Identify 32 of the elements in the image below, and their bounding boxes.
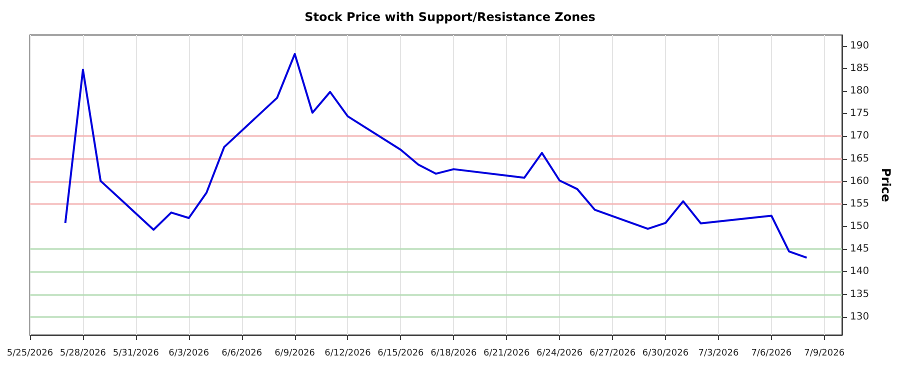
y-tick-label: 180 bbox=[850, 86, 870, 97]
chart-title: Stock Price with Support/Resistance Zones bbox=[304, 10, 596, 24]
x-tick-label: 5/25/2026 bbox=[6, 348, 54, 358]
y-tick-label: 175 bbox=[850, 108, 870, 120]
y-tick-label: 190 bbox=[850, 40, 870, 52]
x-tick-label: 6/21/2026 bbox=[484, 348, 530, 358]
y-axis-title: Price bbox=[879, 168, 893, 202]
y-tick-label: 145 bbox=[850, 244, 870, 255]
x-tick-label: 7/6/2026 bbox=[751, 348, 792, 358]
x-tick-label: 6/24/2026 bbox=[536, 348, 583, 358]
y-tick-label: 155 bbox=[850, 198, 870, 210]
y-tick-label: 170 bbox=[850, 130, 870, 142]
x-tick-label: 7/3/2026 bbox=[698, 348, 739, 358]
x-tick-label: 6/3/2026 bbox=[168, 348, 210, 358]
y-tick-label: 140 bbox=[850, 266, 870, 278]
y-tick-label: 130 bbox=[850, 311, 870, 322]
y-tick-label: 185 bbox=[850, 62, 870, 74]
x-tick-label: 6/30/2026 bbox=[642, 348, 689, 358]
x-tick-label: 6/12/2026 bbox=[324, 348, 372, 358]
x-tick-label: 6/6/2026 bbox=[222, 348, 262, 358]
x-tick-label: 6/15/2026 bbox=[378, 348, 424, 358]
x-tick-label: 6/9/2026 bbox=[274, 348, 316, 358]
x-tick-label: 6/18/2026 bbox=[430, 348, 477, 358]
x-tick-label: 7/9/2026 bbox=[804, 348, 845, 358]
y-tick-label: 135 bbox=[850, 288, 870, 300]
y-tick-label: 160 bbox=[850, 176, 870, 187]
y-tick-label: 150 bbox=[850, 221, 870, 232]
x-tick-label: 5/28/2026 bbox=[60, 348, 106, 358]
x-tick-label: 6/27/2026 bbox=[589, 348, 636, 358]
y-tick-label: 165 bbox=[850, 153, 870, 164]
x-tick-label: 5/31/2026 bbox=[112, 348, 160, 358]
line-series bbox=[64, 52, 808, 259]
